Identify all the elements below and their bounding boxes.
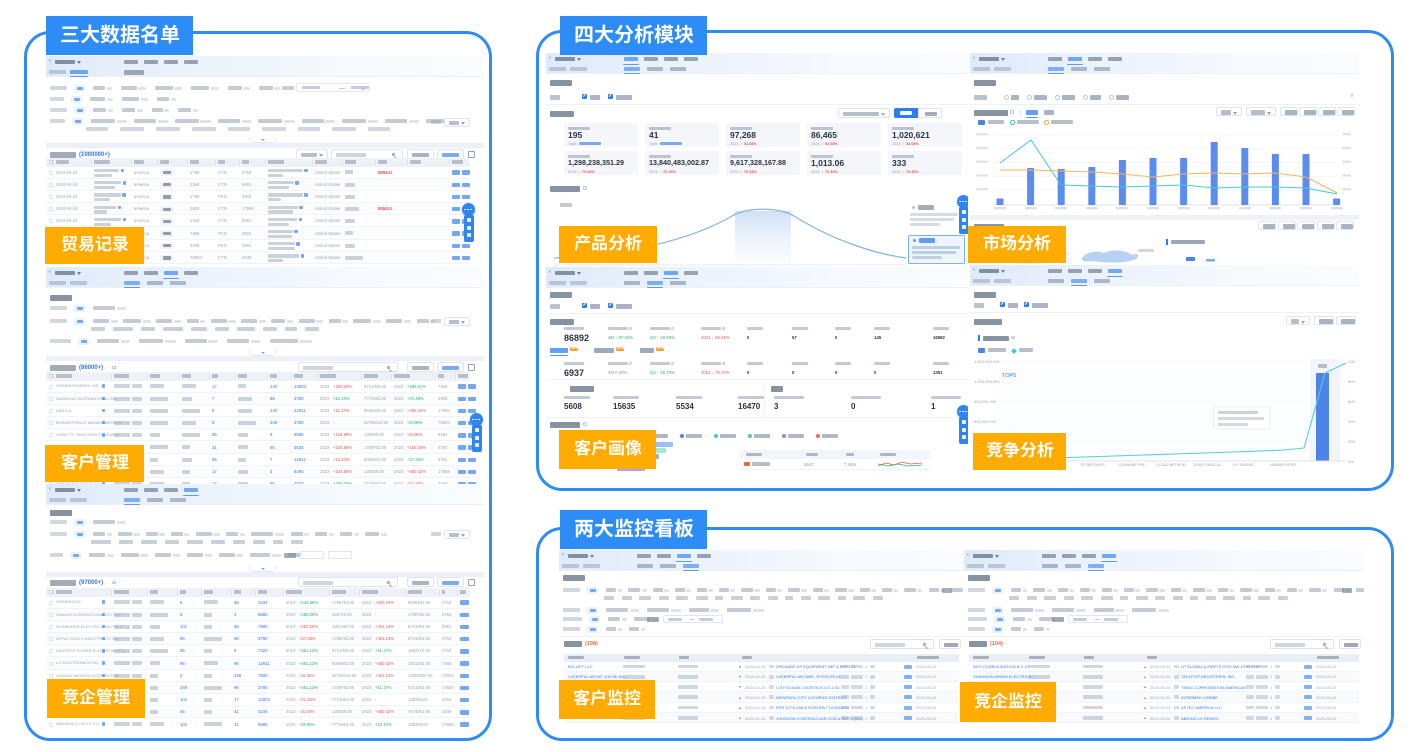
svg-text:900,000,000: 900,000,000 [974,399,997,404]
svg-text:600,000,000: 600,000,000 [974,419,997,424]
svg-text:20%: 20% [1348,439,1355,444]
svg-text:CLOUD NETWOR...: CLOUD NETWOR... [1156,463,1189,467]
svg-text:40%: 40% [1348,419,1355,424]
svg-text:80%: 80% [1348,379,1355,384]
svg-text:YXJ ENGINE...: YXJ ENGINE... [1232,463,1256,467]
svg-text:HUAWEI INTER...: HUAWEI INTER... [1270,463,1299,467]
svg-text:60%: 60% [1348,399,1355,404]
svg-text:100%: 100% [1348,359,1355,364]
svg-text:TE PARTNERS...: TE PARTNERS... [1080,463,1108,467]
svg-text:DONG FANG GL...: DONG FANG GL... [1194,463,1224,467]
svg-text:1,200,000,000: 1,200,000,000 [974,379,1000,384]
svg-text:0%: 0% [1348,459,1354,464]
svg-text:TOP5: TOP5 [1002,373,1016,379]
svg-text:LOGIHARE PRE...: LOGIHARE PRE... [1118,463,1148,467]
svg-text:1,500,000,000: 1,500,000,000 [974,359,1000,364]
